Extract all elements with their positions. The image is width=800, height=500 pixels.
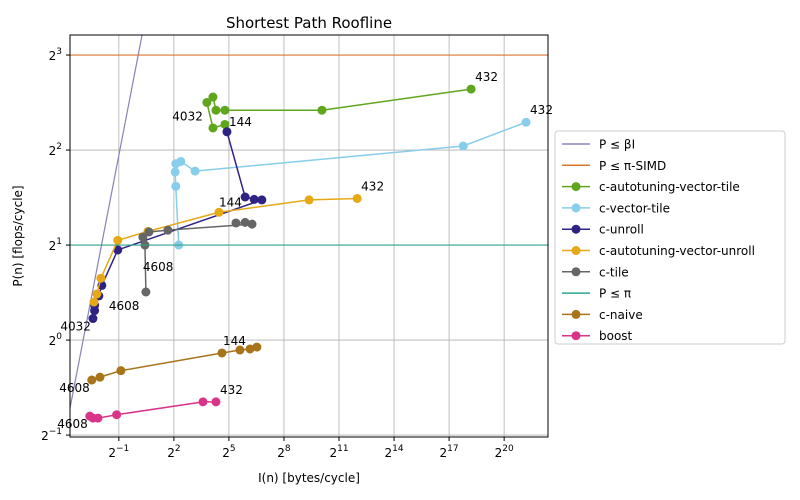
legend-marker [571, 246, 581, 255]
point-label: 144 [219, 195, 242, 209]
data-point [466, 84, 476, 94]
legend-label: c-vector-tile [599, 201, 670, 215]
point-label: 144 [223, 334, 246, 348]
point-label: 4608 [109, 299, 140, 313]
point-label: 432 [475, 70, 498, 84]
point-label: 432 [220, 383, 243, 397]
data-point [95, 372, 105, 382]
data-point [202, 97, 212, 107]
data-point [87, 375, 97, 385]
chart-title: Shortest Path Roofline [226, 14, 392, 32]
data-point [96, 273, 106, 283]
legend-label: P ≤ π-SIMD [599, 159, 666, 173]
point-label: 432 [530, 103, 553, 117]
data-point [190, 166, 200, 176]
data-point [171, 159, 181, 169]
data-point [249, 194, 259, 204]
y-axis-label: P(n) [flops/cycle] [11, 185, 25, 286]
point-label: 4608 [143, 260, 174, 274]
legend-marker [571, 224, 581, 234]
point-label: 4032 [172, 109, 203, 123]
point-label: 144 [229, 115, 252, 129]
data-point [89, 297, 99, 307]
legend-label: c-autotuning-vector-tile [599, 180, 740, 194]
legend-label: P ≤ π [599, 287, 631, 301]
data-point [240, 217, 250, 227]
data-point [113, 245, 123, 255]
annotations: 432 4032 432 4032 4608 144 144 432 4608 4608 144 46… [57, 70, 553, 431]
legend-label: boost [599, 329, 633, 343]
data-point [198, 397, 208, 407]
data-point [231, 218, 241, 228]
legend-label: c-unroll [599, 223, 644, 237]
data-point [304, 195, 314, 205]
data-point [208, 123, 218, 133]
data-point [220, 105, 230, 115]
legend-label: c-naive [599, 308, 643, 322]
data-point [247, 219, 257, 229]
point-label: 4608 [57, 417, 88, 431]
data-point [317, 105, 327, 115]
legend-label: c-autotuning-vector-unroll [599, 244, 755, 258]
data-point [141, 287, 151, 297]
data-point [352, 193, 362, 203]
legend-marker [571, 203, 581, 213]
data-point [217, 348, 227, 358]
plot-frame [69, 34, 549, 438]
point-label: 4032 [60, 320, 91, 334]
legend: P ≤ βI P ≤ π-SIMD c-autotuning-vector-tile… [554, 130, 786, 345]
data-point [521, 117, 531, 127]
data-point [112, 410, 122, 420]
legend-marker [571, 309, 581, 319]
data-point [240, 192, 250, 202]
data-point [211, 105, 221, 115]
data-point [208, 92, 218, 102]
legend-label: P ≤ βI [599, 138, 635, 152]
data-point [92, 289, 102, 299]
data-point [163, 225, 173, 235]
data-point [214, 207, 224, 217]
data-point [211, 397, 221, 407]
data-point [245, 344, 255, 354]
point-label: 432 [361, 179, 384, 193]
data-point [257, 195, 267, 205]
data-point [93, 413, 103, 423]
data-point [138, 232, 148, 242]
data-point [170, 167, 180, 177]
legend-marker [571, 182, 581, 192]
data-point [88, 314, 98, 324]
x-axis-label: I(n) [bytes/cycle] [258, 471, 360, 485]
legend-marker [571, 267, 581, 277]
data-point [252, 342, 262, 352]
data-point [113, 235, 123, 245]
legend-label: c-tile [599, 265, 629, 279]
legend-box [554, 130, 786, 345]
data-point [171, 181, 181, 191]
plot-area [70, 35, 548, 423]
point-label: 4608 [59, 381, 90, 395]
data-point [116, 366, 126, 376]
data-point [144, 227, 154, 237]
data-point [235, 345, 245, 355]
bandwidth-roof [70, 35, 143, 409]
legend-marker [571, 331, 581, 341]
data-point [222, 127, 232, 137]
data-point [458, 141, 468, 151]
data-point [220, 119, 230, 129]
